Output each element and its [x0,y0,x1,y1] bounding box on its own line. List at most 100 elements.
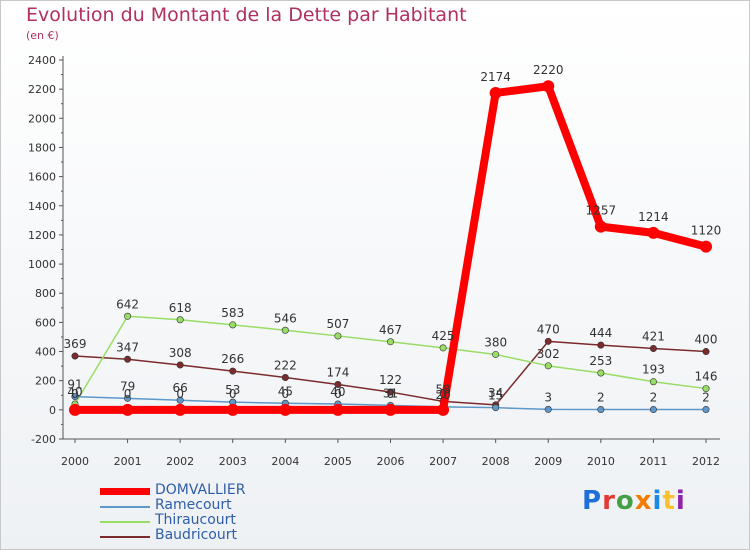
data-point [492,404,500,412]
data-point [386,388,394,396]
chart-title: Evolution du Montant de la Dette par Hab… [26,4,467,26]
data-label: 1257 [586,204,617,218]
data-point [597,341,605,349]
data-point [334,332,342,340]
data-label: 253 [589,354,612,368]
data-point [649,378,657,386]
data-point [597,369,605,377]
data-point [489,86,502,99]
data-point [597,406,605,414]
data-point [702,406,710,414]
legend-label-domvallier: DOMVALLIER [155,482,246,498]
data-label: 0 [282,387,290,401]
data-point [124,394,132,402]
data-label: 347 [116,340,139,354]
y-tick-label: 1200 [28,229,56,242]
logo-letter: P [582,486,603,516]
logo-letter: t [662,486,676,516]
data-label: 0 [124,387,132,401]
data-label: 308 [169,346,192,360]
x-tick-label: 2002 [166,455,194,468]
data-label: 31 [383,386,398,400]
x-tick-label: 2006 [377,455,405,468]
data-label: 1120 [691,224,722,238]
data-point [544,405,552,413]
data-point [649,344,657,352]
data-label: 618 [169,301,192,315]
data-label: 583 [221,306,244,320]
data-label: 122 [379,373,402,387]
data-label: 470 [537,322,560,336]
data-label: 34 [488,386,503,400]
data-label: 1214 [638,210,669,224]
data-label: 302 [537,347,560,361]
data-label: 193 [642,363,665,377]
data-point [439,344,447,352]
logo-letter: r [602,486,616,516]
data-label: 2 [650,391,658,405]
data-label: 380 [484,335,507,349]
data-label: 91 [67,378,82,392]
legend-label-ramecourt: Ramecourt [155,497,232,513]
chart-subtitle: (en €) [26,29,59,42]
y-tick-label: 600 [35,316,56,329]
y-tick-label: 1600 [28,171,56,184]
legend-label-thiraucourt: Thiraucourt [155,512,236,528]
data-label: 444 [589,326,612,340]
data-label: 507 [326,317,349,331]
data-point [71,393,79,401]
data-label: 2174 [480,70,511,84]
proxiti-logo: Proxiti [582,486,686,516]
x-tick-label: 2009 [534,455,562,468]
data-point [279,403,292,416]
data-label: 0 [229,387,237,401]
data-label: 642 [116,297,139,311]
data-point [647,226,660,239]
legend-swatch-thiraucourt [100,521,150,523]
data-label: 79 [120,379,135,393]
x-tick-label: 2010 [587,455,615,468]
data-label: 3 [544,390,552,404]
x-tick-label: 2001 [114,455,142,468]
data-point [69,403,81,416]
data-point [437,403,450,416]
data-point [331,403,344,416]
data-point [281,373,289,381]
data-label: 2 [702,391,710,405]
y-tick-label: 1800 [28,141,56,154]
data-label: 0 [387,387,395,401]
logo-letter: i [675,486,686,516]
data-label: 0 [71,387,79,401]
data-label: 425 [432,329,455,343]
data-point [700,240,712,253]
y-tick-label: 2400 [28,54,56,67]
data-point [384,403,397,416]
y-tick-label: 800 [35,287,56,300]
logo-letter: x [634,486,653,516]
data-label: 2 [597,391,605,405]
data-point [71,352,79,360]
x-tick-label: 2008 [482,455,510,468]
data-label: 266 [221,352,244,366]
x-tick-label: 2005 [324,455,352,468]
data-point [544,337,552,345]
x-tick-label: 2011 [639,455,667,468]
data-label: 15 [488,389,503,403]
y-tick-label: 1000 [28,258,56,271]
data-point [229,367,237,375]
y-tick-label: 2000 [28,112,56,125]
data-label: 222 [274,358,297,372]
legend-swatch-ramecourt [100,506,150,508]
data-label: 0 [176,387,184,401]
y-tick-label: 2200 [28,83,56,96]
data-point [334,380,342,388]
data-label: 40 [330,385,345,399]
data-point [492,350,500,358]
x-tick-label: 2004 [271,455,299,468]
data-label: 546 [274,311,297,325]
y-tick-label: 1400 [28,200,56,213]
legend-swatch-baudricourt [100,536,150,538]
data-point [229,321,237,329]
data-point [649,406,657,414]
